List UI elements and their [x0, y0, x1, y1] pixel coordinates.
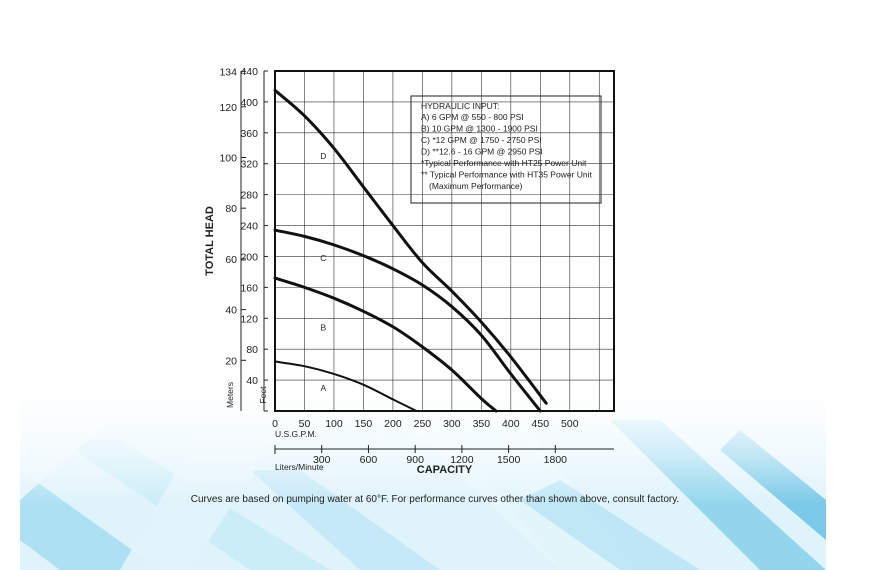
- x-tick-label: 0: [272, 418, 278, 430]
- plot-frame: [274, 70, 615, 412]
- y2-tick-label: 134: [219, 66, 237, 78]
- y2-tick-label: 100: [219, 152, 237, 164]
- x-tick-label: 400: [502, 418, 520, 430]
- y2-tick-label: 80: [225, 203, 237, 215]
- x-tick-label: 50: [299, 418, 311, 430]
- x-axes: 0 50 100 150 200 250 300 350 400 450 500 U.S.G.P.M.…: [272, 418, 614, 476]
- y-tick-label: 160: [240, 282, 258, 294]
- x-axis-title: CAPACITY: [417, 464, 473, 476]
- footnote: Curves are based on pumping water at 60°…: [190, 494, 680, 505]
- y2-tick-label: 40: [225, 305, 237, 317]
- legend-line: (Maximum Performance): [429, 181, 523, 191]
- x-tick-label: 500: [561, 418, 579, 430]
- x-tick-label: 150: [355, 418, 373, 430]
- x-tick-label: 100: [325, 418, 343, 430]
- x-tick-label: 200: [384, 418, 402, 430]
- curve-d: [273, 88, 548, 405]
- curve-label-a: A: [321, 383, 327, 393]
- y-tick-label: 440: [240, 66, 258, 78]
- x-tick-label: 250: [414, 418, 432, 430]
- x-units-lpm: Liters/Minute: [275, 462, 324, 472]
- curve-label-d: D: [320, 151, 326, 161]
- x-tick-label: 300: [443, 418, 461, 430]
- y-tick-label: 40: [246, 375, 258, 387]
- legend-box: [410, 95, 602, 204]
- y2-tick-label: 20: [225, 355, 237, 367]
- legend-line: C) *12 GPM @ 1750 - 2750 PSI: [421, 135, 542, 145]
- y-tick-label: 240: [240, 221, 258, 233]
- curve-b: [273, 276, 498, 413]
- x-units-gpm: U.S.G.P.M.: [275, 429, 317, 439]
- x2-tick-label: 600: [360, 454, 378, 466]
- y-tick-label: 200: [240, 251, 258, 263]
- y2-tick-label: 120: [219, 102, 237, 114]
- legend-text: HYDRAULIC INPUT:A) 6 GPM @ 550 - 800 PSI…: [421, 101, 592, 191]
- y-tick-label: 280: [240, 190, 258, 202]
- y-tick-label: 360: [240, 128, 258, 140]
- x2-tick-label: 300: [313, 454, 331, 466]
- x2-tick-label: 1800: [544, 454, 568, 466]
- x-tick-label: 350: [473, 418, 491, 430]
- y-units-meters: Meters: [225, 382, 235, 408]
- legend-line: D) **12.6 - 16 GPM @ 2950 PSI: [421, 147, 543, 157]
- x2-tick-label: 900: [406, 454, 424, 466]
- x2-tick-label: 1500: [497, 454, 521, 466]
- legend-title: HYDRAULIC INPUT:: [421, 101, 499, 111]
- chart-grid: [275, 71, 614, 411]
- legend-line: *Typical Performance with HT25 Power Uni…: [421, 158, 587, 168]
- x2-tick-label: 1200: [450, 454, 474, 466]
- y-axis-title: TOTAL HEAD: [204, 206, 216, 276]
- y-axes: 40 80 120 160 200 240 280 320 360 400 440 Feet 20 40 6…: [204, 66, 268, 412]
- legend-line: A) 6 GPM @ 550 - 800 PSI: [421, 112, 524, 122]
- curve-a: [274, 360, 418, 412]
- y2-tick-label: 60: [225, 254, 237, 266]
- curve-label-c: C: [320, 253, 326, 263]
- y-tick-label: 320: [240, 159, 258, 171]
- legend-line: ** Typical Performance with HT35 Power U…: [421, 170, 592, 180]
- y-tick-label: 400: [240, 97, 258, 109]
- curve-c: [273, 228, 542, 413]
- performance-curves: A B C D: [273, 88, 548, 413]
- curve-label-b: B: [321, 323, 327, 333]
- x-tick-label: 450: [532, 418, 550, 430]
- y-units-feet: Feet: [258, 386, 268, 404]
- y-tick-label: 120: [240, 313, 258, 325]
- legend-line: B) 10 GPM @ 1300 - 1900 PSI: [421, 124, 538, 134]
- y-tick-label: 80: [246, 344, 258, 356]
